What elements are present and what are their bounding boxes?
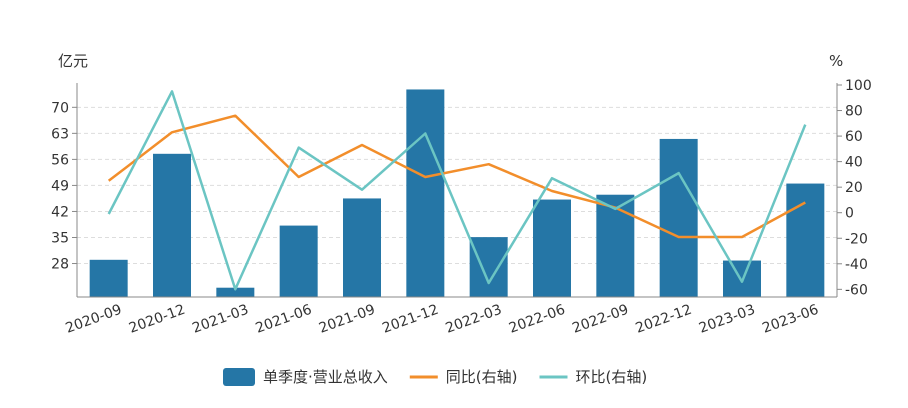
legend-label: 同比(右轴): [446, 368, 518, 386]
right-tick-label: 80: [845, 104, 863, 120]
x-tick-label: 2020-12: [127, 302, 187, 337]
x-tick-label: 2022-06: [507, 302, 568, 337]
bar: [596, 194, 635, 297]
left-axis-unit: 亿元: [58, 52, 88, 70]
series-line: [107, 114, 806, 239]
series-line: [107, 90, 807, 291]
bar: [533, 199, 571, 297]
x-tick-label: 2021-12: [380, 302, 440, 337]
right-tick-label: -40: [845, 257, 868, 273]
bar: [216, 287, 255, 297]
left-tick-label: 63: [51, 126, 69, 142]
x-tick-label: 2023-06: [760, 302, 821, 337]
right-tick-label: -60: [845, 282, 868, 298]
x-tick-label: 2020-09: [64, 302, 124, 337]
legend-label: 单季度·营业总收入: [263, 368, 388, 386]
x-tick-label: 2023-03: [697, 302, 757, 337]
legend-swatch: [223, 368, 255, 386]
right-axis-unit: %: [829, 52, 843, 70]
bar: [153, 153, 191, 297]
x-tick-label: 2022-09: [570, 302, 630, 337]
bar: [469, 237, 508, 297]
x-tick-label: 2022-03: [444, 302, 504, 337]
bar: [786, 183, 825, 297]
x-tick-label: 2021-03: [190, 302, 250, 337]
right-tick-label: 60: [845, 129, 863, 145]
bar: [279, 225, 318, 297]
left-tick-label: 70: [51, 100, 69, 116]
x-tick-label: 2021-09: [317, 302, 377, 337]
right-tick-label: 40: [845, 155, 863, 171]
bar: [343, 198, 381, 297]
left-tick-label: 35: [51, 230, 69, 246]
legend: 单季度·营业总收入 同比(右轴) 环比(右轴): [223, 368, 647, 386]
x-tick-label: 2022-12: [634, 302, 694, 337]
right-tick-label: 100: [845, 78, 872, 94]
left-tick-label: 56: [51, 152, 69, 168]
grid-lines: [77, 106, 837, 265]
bar: [89, 259, 128, 297]
left-tick-label: 49: [51, 178, 69, 194]
bar-series: [89, 89, 825, 297]
left-tick-label: 28: [51, 257, 69, 273]
line-series: [107, 90, 807, 291]
bar: [406, 89, 445, 297]
left-tick-label: 42: [51, 204, 69, 220]
right-tick-label: 20: [845, 180, 863, 196]
bar: [659, 138, 698, 297]
legend-label: 环比(右轴): [576, 368, 648, 386]
right-tick-label: -20: [845, 231, 868, 247]
x-tick-label: 2021-06: [254, 302, 315, 337]
right-tick-label: 0: [845, 206, 854, 222]
